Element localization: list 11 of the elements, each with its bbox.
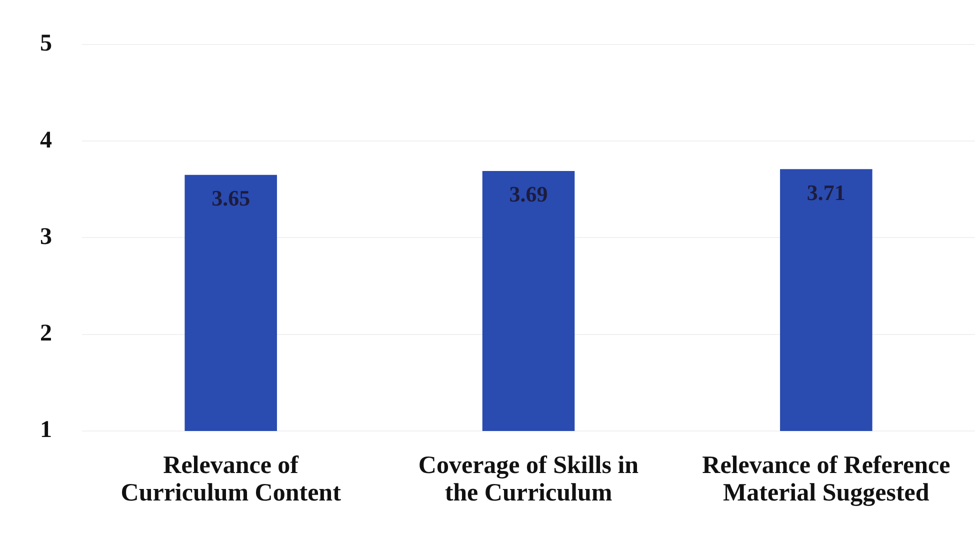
y-tick-label: 4 bbox=[40, 127, 52, 154]
x-tick-label: Relevance of Reference Material Suggested bbox=[702, 452, 950, 507]
data-label: 3.69 bbox=[509, 182, 548, 207]
x-tick-label: Coverage of Skills in the Curriculum bbox=[418, 452, 639, 507]
data-label: 3.65 bbox=[212, 186, 250, 211]
y-tick-label: 5 bbox=[40, 30, 52, 57]
y-tick-label: 1 bbox=[40, 417, 52, 444]
x-tick-label: Relevance of Curriculum Content bbox=[120, 452, 342, 507]
data-label: 3.71 bbox=[806, 180, 846, 205]
y-tick-label: 2 bbox=[40, 320, 52, 347]
y-tick-label: 3 bbox=[40, 224, 52, 250]
